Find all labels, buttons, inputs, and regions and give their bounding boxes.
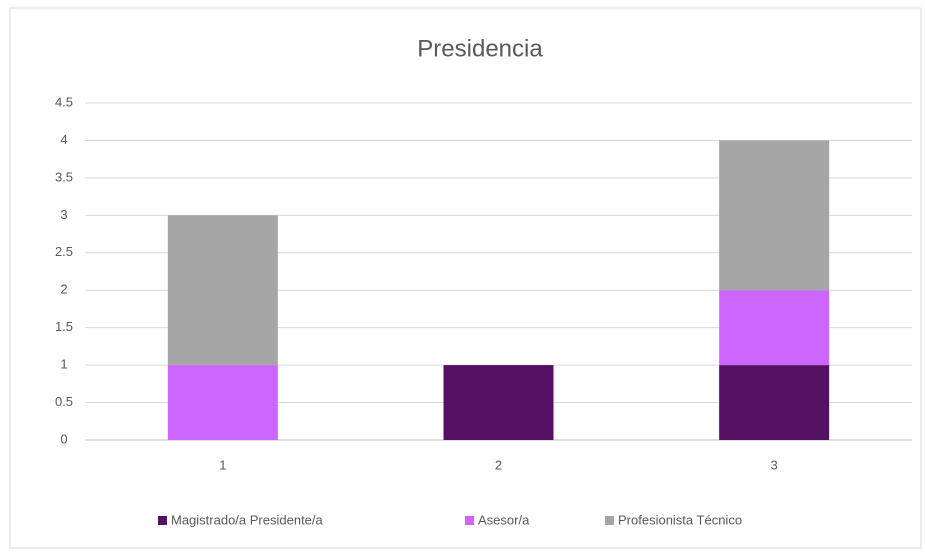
bar-segment: [167, 365, 278, 440]
legend-swatch: [605, 516, 614, 525]
x-tick-label: 1: [219, 457, 226, 472]
bar-segment: [719, 365, 830, 440]
legend-label: Profesionista Técnico: [618, 512, 742, 527]
y-tick-label: 0: [60, 431, 67, 446]
y-tick-label: 3.5: [55, 169, 73, 184]
bar-segment: [719, 290, 830, 366]
legend-label: Asesor/a: [478, 512, 530, 527]
y-tick-label: 4.5: [55, 94, 73, 109]
bar-segment: [167, 215, 278, 366]
bar-segment: [443, 365, 554, 440]
legend-swatch: [465, 516, 474, 525]
y-tick-label: 2: [60, 282, 67, 297]
bar-segment: [719, 140, 830, 291]
y-tick-label: 2.5: [55, 244, 73, 259]
x-tick-label: 3: [771, 457, 778, 472]
y-tick-label: 1.5: [55, 319, 73, 334]
y-tick-label: 4: [60, 132, 67, 147]
y-tick-label: 1: [60, 357, 67, 372]
chart-title: Presidencia: [417, 35, 543, 62]
legend-label: Magistrado/a Presidente/a: [171, 512, 324, 527]
y-tick-label: 0.5: [55, 394, 73, 409]
y-tick-label: 3: [60, 207, 67, 222]
x-tick-label: 2: [495, 457, 502, 472]
legend-swatch: [158, 516, 167, 525]
